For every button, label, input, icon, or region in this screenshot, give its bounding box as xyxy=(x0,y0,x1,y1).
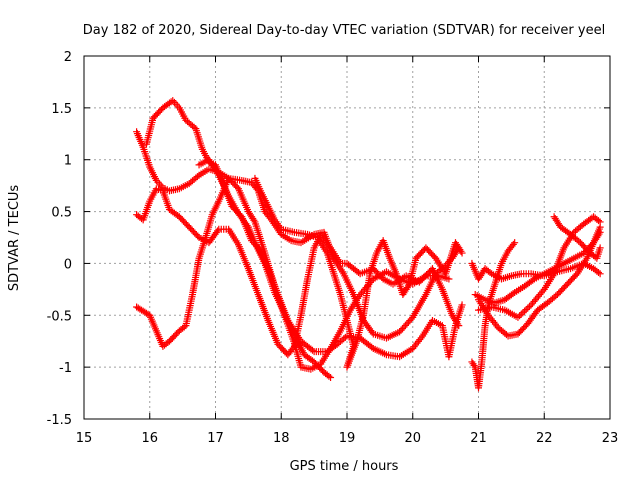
y-tick-label: 1 xyxy=(64,154,72,169)
data-point xyxy=(457,247,465,255)
data-point xyxy=(327,374,335,382)
data-point xyxy=(525,302,533,310)
data-point xyxy=(458,249,466,257)
y-tick-label: 2 xyxy=(64,50,72,65)
data-point xyxy=(214,227,222,235)
data-point xyxy=(516,312,524,320)
y-tick-label: 0 xyxy=(64,257,72,272)
data-point xyxy=(250,216,258,224)
data-point xyxy=(596,270,604,278)
data-point xyxy=(170,98,178,106)
data-point xyxy=(368,343,376,351)
data-point xyxy=(519,309,527,317)
x-tick-label: 19 xyxy=(339,431,356,446)
chart-title: Day 182 of 2020, Sidereal Day-to-day VTE… xyxy=(83,23,605,38)
series-track-5 xyxy=(195,156,466,361)
x-tick-label: 17 xyxy=(207,431,224,446)
data-point xyxy=(517,310,525,318)
x-tick-label: 16 xyxy=(141,431,158,446)
x-tick-label: 21 xyxy=(470,431,487,446)
data-point xyxy=(521,307,529,315)
data-point xyxy=(514,313,522,321)
data-point xyxy=(524,304,532,312)
data-point xyxy=(404,282,412,290)
y-tick-label: 0.5 xyxy=(51,206,72,221)
data-point xyxy=(167,98,175,106)
x-tick-label: 22 xyxy=(536,431,553,446)
data-point xyxy=(522,306,530,314)
y-axis-label: SDTVAR / TECUs xyxy=(7,185,22,292)
data-point xyxy=(445,275,453,283)
data-point xyxy=(470,361,478,369)
data-point xyxy=(594,269,602,277)
x-axis-label: GPS time / hours xyxy=(290,459,399,474)
data-point xyxy=(156,180,164,188)
x-tick-label: 20 xyxy=(404,431,421,446)
data-point xyxy=(458,301,466,309)
x-tick-label: 15 xyxy=(76,431,93,446)
data-point xyxy=(486,269,494,277)
data-point xyxy=(509,240,517,248)
y-tick-label: 1.5 xyxy=(51,102,72,117)
data-point xyxy=(509,290,517,298)
series-track-2 xyxy=(133,185,463,359)
y-tick-label: -0.5 xyxy=(47,309,72,324)
data-point xyxy=(539,287,547,295)
data-point xyxy=(596,244,604,252)
axis-ticks: 15 16 17 18 19 20 21 22 23 -1.5 -1 -0.5 0 0.5 1 1.5 2 xyxy=(47,50,619,446)
data-point xyxy=(193,173,201,181)
data-point xyxy=(594,217,602,225)
series-track-6 xyxy=(251,174,466,371)
y-tick-label: -1 xyxy=(59,361,72,376)
x-tick-label: 23 xyxy=(602,431,619,446)
series-track-1 xyxy=(133,128,463,342)
data-point xyxy=(233,183,241,191)
y-tick-label: -1.5 xyxy=(47,413,72,428)
series-track-12 xyxy=(550,213,604,262)
data-point xyxy=(308,346,316,354)
data-point xyxy=(341,333,349,341)
data-point xyxy=(529,276,537,284)
data-point xyxy=(180,323,188,331)
data-point xyxy=(243,221,251,229)
data-point xyxy=(407,315,415,323)
data-point xyxy=(511,239,519,247)
series-track-11 xyxy=(475,213,604,321)
series-track-10 xyxy=(475,223,604,340)
x-tick-label: 18 xyxy=(273,431,290,446)
data-point xyxy=(325,372,333,380)
data-point xyxy=(596,218,604,226)
data-series xyxy=(133,97,604,392)
